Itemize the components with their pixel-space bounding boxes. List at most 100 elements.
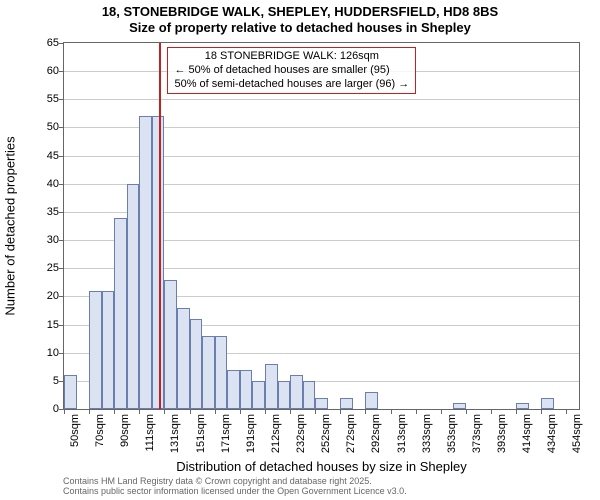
x-tick-mark [315,410,316,414]
y-tick-mark [59,381,63,382]
y-tick-mark [59,184,63,185]
histogram-bar [303,381,316,409]
x-tick-mark [441,410,442,414]
histogram-bar [190,319,203,409]
histogram-bar [252,381,265,409]
x-tick-label: 111sqm [144,414,156,454]
y-tick-label: 65 [35,37,59,49]
callout-line: ← 50% of detached houses are smaller (95… [174,64,409,78]
y-tick-mark [59,127,63,128]
marker-line [159,43,161,409]
x-tick-mark [164,410,165,414]
y-tick-mark [59,353,63,354]
marker-callout: 18 STONEBRIDGE WALK: 126sqm← 50% of deta… [167,47,416,94]
x-tick-label: 414sqm [521,414,533,454]
x-axis-label: Distribution of detached houses by size … [63,459,580,474]
callout-line: 18 STONEBRIDGE WALK: 126sqm [174,50,409,64]
x-tick-mark [190,410,191,414]
x-tick-mark [416,410,417,414]
x-tick-label: 434sqm [546,414,558,454]
x-tick-label: 292sqm [370,414,382,454]
histogram-bar [202,336,215,409]
x-tick-mark [365,410,366,414]
x-tick-label: 373sqm [471,414,483,454]
x-tick-label: 353sqm [446,414,458,454]
x-tick-label: 50sqm [69,414,81,454]
x-tick-mark [139,410,140,414]
histogram-bar [453,403,466,409]
y-tick-label: 40 [35,178,59,190]
x-tick-label: 333sqm [421,414,433,454]
histogram-bar [227,370,240,409]
histogram-bar [102,291,115,409]
y-tick-mark [59,240,63,241]
histogram-bar [278,381,291,409]
y-tick-mark [59,43,63,44]
y-tick-label: 25 [35,262,59,274]
callout-line: 50% of semi-detached houses are larger (… [174,78,409,92]
y-tick-mark [59,325,63,326]
x-tick-label: 454sqm [571,414,583,454]
histogram-bar [114,218,127,409]
y-tick-label: 20 [35,290,59,302]
x-tick-label: 131sqm [169,414,181,454]
y-tick-label: 10 [35,347,59,359]
histogram-bar [290,375,303,409]
y-tick-label: 45 [35,150,59,162]
gridline [64,99,579,100]
plot-area: 18 STONEBRIDGE WALK: 126sqm← 50% of deta… [63,42,580,410]
y-tick-mark [59,296,63,297]
x-tick-label: 272sqm [345,414,357,454]
y-tick-mark [59,71,63,72]
histogram-bar [340,398,353,409]
chart-title-sub: Size of property relative to detached ho… [0,20,600,35]
x-tick-label: 252sqm [320,414,332,454]
x-tick-mark [290,410,291,414]
footer-line-1: Contains HM Land Registry data © Crown c… [63,476,407,486]
x-tick-mark [541,410,542,414]
x-tick-mark [391,410,392,414]
x-tick-mark [466,410,467,414]
x-tick-label: 393sqm [496,414,508,454]
histogram-bar [541,398,554,409]
footer-line-2: Contains public sector information licen… [63,486,407,496]
y-tick-label: 60 [35,65,59,77]
histogram-bar [127,184,140,409]
x-tick-label: 171sqm [220,414,232,454]
y-tick-mark [59,268,63,269]
histogram-bar [240,370,253,409]
chart-title-main: 18, STONEBRIDGE WALK, SHEPLEY, HUDDERSFI… [0,4,600,19]
y-tick-mark [59,212,63,213]
y-tick-label: 50 [35,121,59,133]
x-tick-label: 191sqm [245,414,257,454]
x-tick-mark [491,410,492,414]
x-tick-label: 90sqm [119,414,131,454]
x-tick-mark [516,410,517,414]
x-tick-label: 232sqm [295,414,307,454]
y-tick-mark [59,409,63,410]
x-tick-mark [265,410,266,414]
histogram-bar [177,308,190,409]
histogram-bar [139,116,152,409]
histogram-bar [164,280,177,410]
histogram-bar [64,375,77,409]
histogram-bar [152,116,165,409]
y-tick-label: 0 [35,403,59,415]
y-tick-mark [59,156,63,157]
x-tick-mark [89,410,90,414]
histogram-bar [516,403,529,409]
x-tick-label: 70sqm [94,414,106,454]
x-tick-mark [215,410,216,414]
y-tick-label: 30 [35,234,59,246]
x-tick-mark [240,410,241,414]
x-tick-mark [114,410,115,414]
y-tick-mark [59,99,63,100]
x-tick-mark [64,410,65,414]
y-tick-label: 35 [35,206,59,218]
x-tick-label: 212sqm [270,414,282,454]
chart-container: 18, STONEBRIDGE WALK, SHEPLEY, HUDDERSFI… [0,0,600,500]
x-tick-label: 151sqm [195,414,207,454]
y-tick-label: 15 [35,319,59,331]
x-tick-mark [340,410,341,414]
histogram-bar [365,392,378,409]
